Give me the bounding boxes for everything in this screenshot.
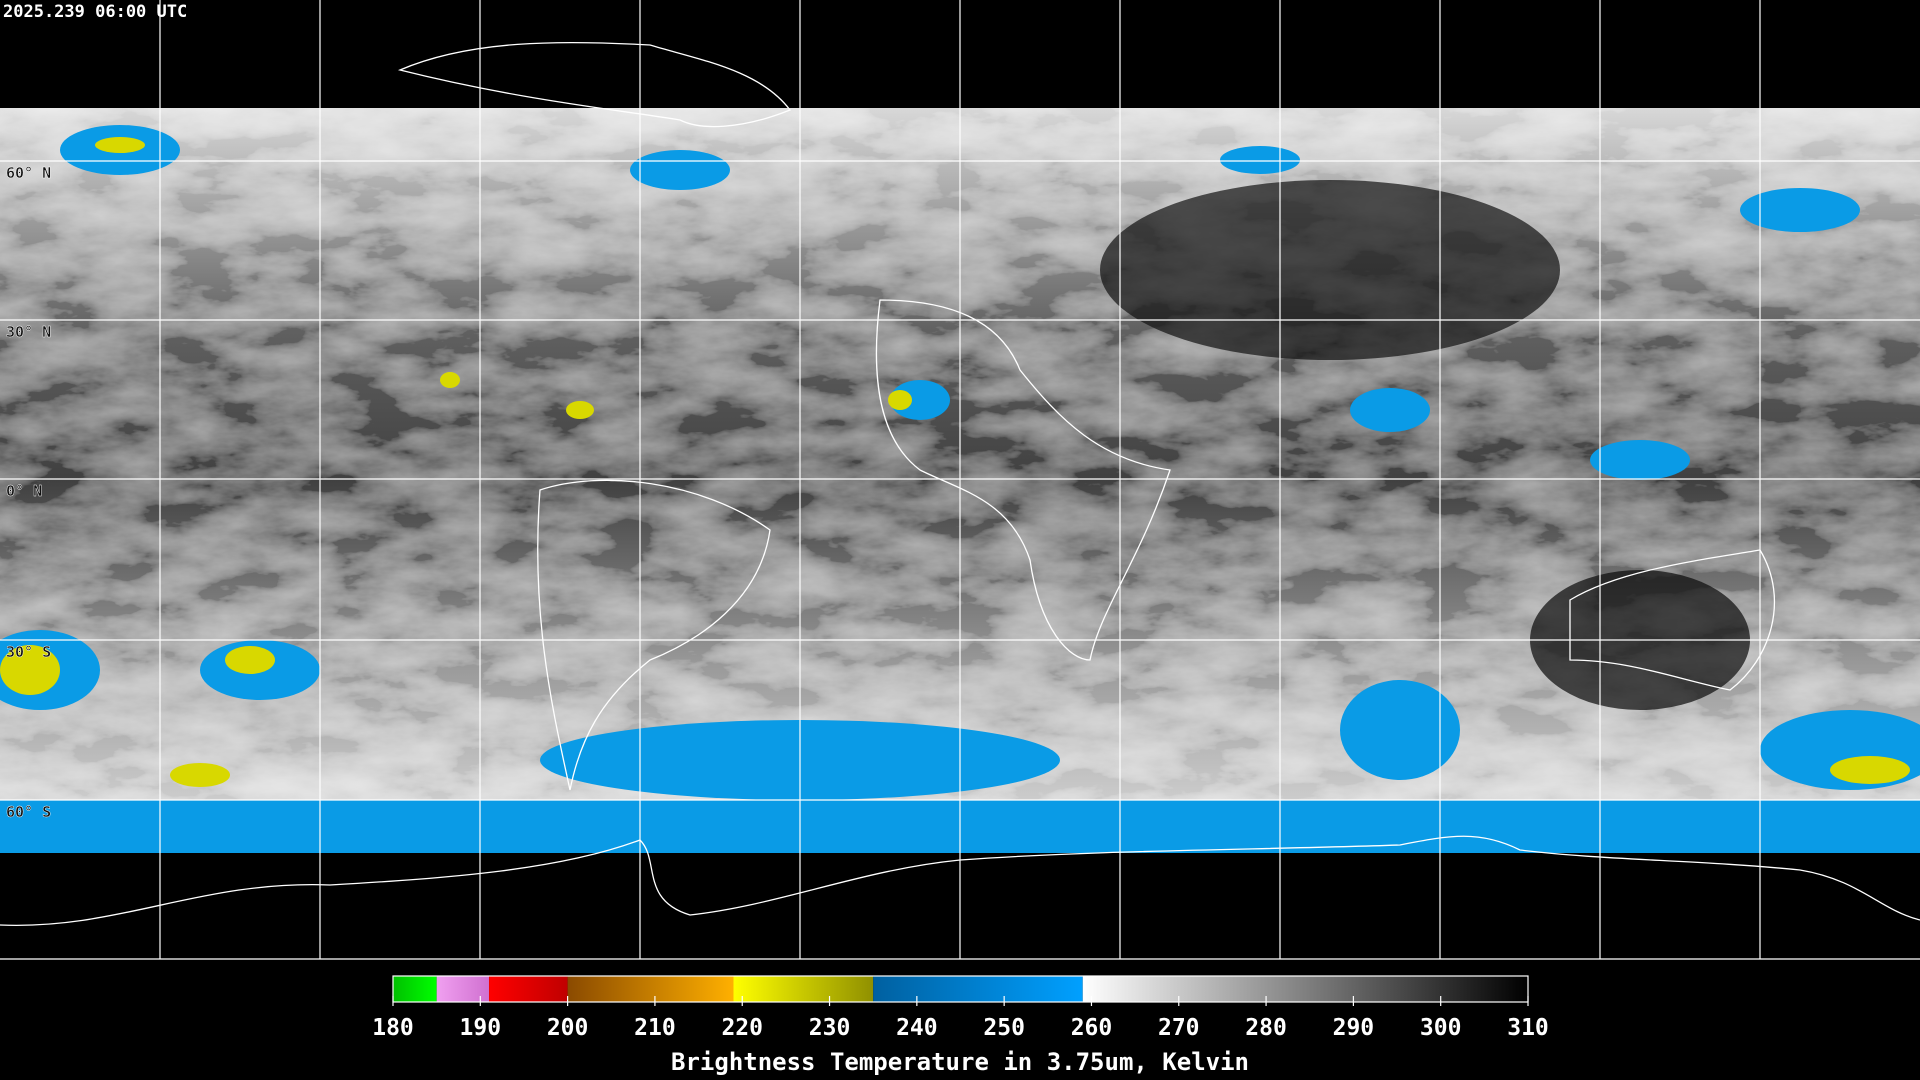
colorbar-segment [1082,976,1528,1002]
colorbar: 180 190 200 210 220 230 240 250 260 270 280 290 300 3… [372,975,1549,1041]
colorbar-tick-label: 270 [1158,1015,1200,1041]
colorbar-tick-label: 290 [1333,1015,1375,1041]
colorbar-segment [567,976,734,1002]
colorbar-frame [392,975,1529,1003]
dark-region [1100,180,1560,360]
graticule [0,0,1920,960]
australia-coast [1569,549,1776,691]
colorbar-tick-label: 200 [547,1015,589,1041]
latitude-label: 30° S [6,643,51,661]
africa-coast [875,299,1171,661]
colorbar-tick-label: 310 [1507,1015,1549,1041]
colorbar-title: Brightness Temperature in 3.75um, Kelvin [671,1048,1249,1076]
colorbar-segment [733,976,874,1002]
latitude-label: 0° N [6,482,42,500]
colorbar-tick-label: 190 [460,1015,502,1041]
colorbar-tick-label: 280 [1245,1015,1287,1041]
colorbar-segment [436,976,490,1002]
very-cold-clouds [0,137,1910,787]
timestamp: 2025.239 06:00 UTC [3,2,187,22]
colorbar-segment [393,976,437,1002]
colorbar-segment [489,976,568,1002]
south-america-coast [537,479,771,791]
latitude-label: 60° N [6,164,51,182]
latitude-label: 60° S [6,803,51,821]
coastlines [0,41,1920,926]
colorbar-tick-label: 250 [983,1015,1025,1041]
antarctica-coast [0,835,1920,926]
greenland-coast [397,41,792,128]
colorbar-segment [873,976,1083,1002]
latitude-labels: 60° N 30° N 0° N 30° S 60° S [6,164,52,821]
latitude-label: 30° N [6,323,51,341]
colorbar-tick-label: 210 [634,1015,676,1041]
colorbar-tick-label: 230 [809,1015,851,1041]
colorbar-tick-label: 260 [1071,1015,1113,1041]
colorbar-tick-label: 240 [896,1015,938,1041]
colorbar-tick-label: 220 [721,1015,763,1041]
colorbar-tick-label: 180 [372,1015,414,1041]
colorbar-tick-label: 300 [1420,1015,1462,1041]
